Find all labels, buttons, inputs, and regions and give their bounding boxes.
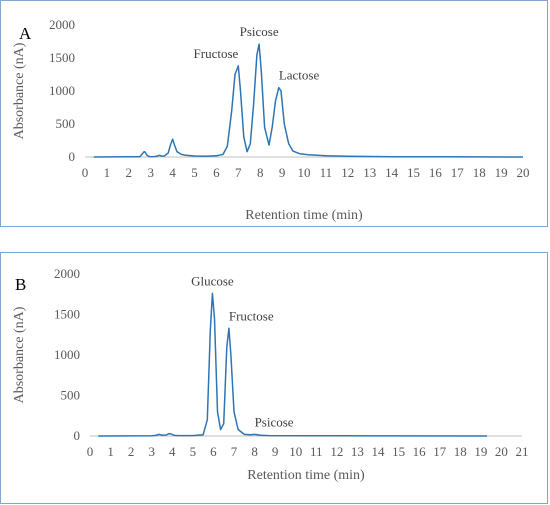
y-tick-label: 2000 — [54, 266, 80, 281]
x-tick-label: 6 — [213, 165, 220, 180]
panel-label: B — [15, 275, 26, 294]
x-tick-label: 7 — [235, 165, 242, 180]
x-tick-label: 2 — [128, 444, 135, 459]
x-tick-label: 18 — [454, 444, 467, 459]
y-axis-title: Absorbance (nA) — [12, 306, 27, 403]
x-tick-label: 13 — [363, 165, 376, 180]
peak-label: Fructose — [194, 46, 239, 61]
peak-label: Psicose — [240, 24, 279, 39]
y-tick-label: 1500 — [54, 307, 80, 322]
peak-label: Psicose — [255, 414, 294, 429]
x-tick-label: 11 — [310, 444, 323, 459]
x-tick-label: 19 — [495, 165, 508, 180]
x-axis-title: Retention time (min) — [245, 208, 363, 223]
x-tick-label: 2 — [126, 165, 133, 180]
chart-panel-b: B 0 500 1000 1500 2000 0 1 2 3 4 5 6 7 8 9 10 11 12 13 14 15 1… — [0, 252, 548, 504]
chromatogram-trace — [98, 292, 488, 437]
x-tick-label: 1 — [107, 444, 114, 459]
y-tick-label: 500 — [61, 388, 81, 403]
x-tick-label: 3 — [147, 165, 154, 180]
x-tick-label: 16 — [429, 165, 443, 180]
peak-label: Lactose — [279, 68, 320, 83]
y-axis-title: Absorbance (nA) — [12, 42, 27, 139]
x-tick-label: 10 — [298, 165, 311, 180]
x-tick-label: 13 — [351, 444, 364, 459]
x-tick-label: 0 — [82, 165, 89, 180]
chart-panel-a: A 0 500 1000 1500 2000 0 1 2 3 4 5 6 7 8 9 10 11 12 13 14 15 1… — [0, 0, 548, 227]
chromatogram-trace — [93, 43, 524, 158]
x-tick-label: 8 — [257, 165, 264, 180]
x-tick-label: 12 — [330, 444, 343, 459]
x-tick-label: 1 — [104, 165, 111, 180]
x-tick-label: 17 — [433, 444, 447, 459]
y-tick-label: 500 — [56, 116, 76, 131]
y-tick-label: 1000 — [49, 83, 75, 98]
x-tick-label: 5 — [191, 165, 198, 180]
x-tick-label: 12 — [341, 165, 354, 180]
x-tick-label: 10 — [289, 444, 302, 459]
x-axis-title: Retention time (min) — [247, 468, 365, 483]
x-tick-label: 7 — [231, 444, 238, 459]
x-tick-label: 14 — [385, 165, 399, 180]
peak-label: Fructose — [229, 308, 274, 323]
x-tick-label: 19 — [474, 444, 487, 459]
x-tick-label: 21 — [516, 444, 529, 459]
x-tick-label: 5 — [190, 444, 197, 459]
x-tick-label: 0 — [87, 444, 94, 459]
y-tick-label: 0 — [74, 428, 81, 443]
x-tick-label: 4 — [169, 165, 176, 180]
x-tick-label: 20 — [517, 165, 530, 180]
x-tick-label: 9 — [279, 165, 286, 180]
x-tick-label: 15 — [392, 444, 405, 459]
y-tick-label: 1500 — [49, 50, 75, 65]
x-tick-label: 17 — [451, 165, 465, 180]
x-tick-label: 3 — [148, 444, 155, 459]
panel-label: A — [19, 24, 32, 43]
x-tick-label: 20 — [495, 444, 508, 459]
x-tick-label: 16 — [413, 444, 427, 459]
peak-label: Glucose — [191, 273, 234, 288]
x-tick-label: 11 — [320, 165, 333, 180]
y-tick-label: 2000 — [49, 17, 75, 32]
x-tick-label: 9 — [272, 444, 279, 459]
x-tick-label: 14 — [372, 444, 386, 459]
x-tick-label: 6 — [210, 444, 217, 459]
x-tick-label: 4 — [169, 444, 176, 459]
y-tick-label: 1000 — [54, 347, 80, 362]
y-tick-label: 0 — [69, 149, 76, 164]
x-tick-label: 8 — [251, 444, 258, 459]
x-tick-label: 15 — [407, 165, 420, 180]
x-tick-label: 18 — [473, 165, 486, 180]
